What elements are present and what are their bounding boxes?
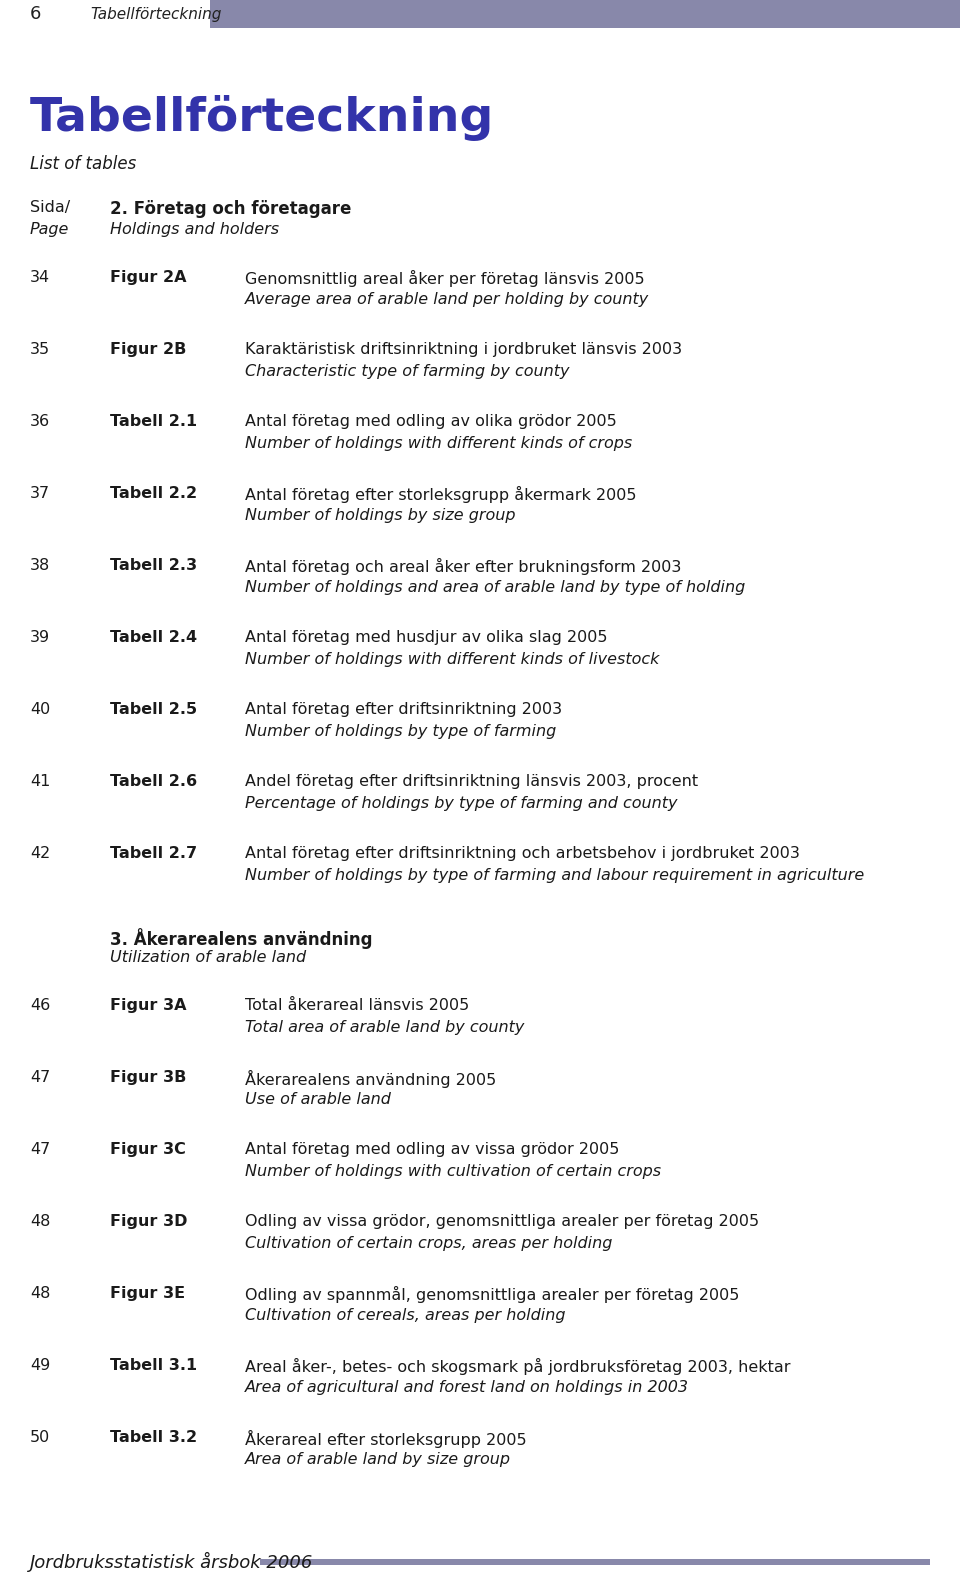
Text: 42: 42 [30,846,50,862]
Text: Antal företag med odling av vissa grödor 2005: Antal företag med odling av vissa grödor… [245,1142,619,1158]
Text: 40: 40 [30,703,50,717]
Text: Figur 3D: Figur 3D [110,1215,187,1229]
Text: 50: 50 [30,1429,50,1445]
Text: 38: 38 [30,558,50,572]
Text: 2. Företag och företagare: 2. Företag och företagare [110,200,351,218]
Text: Figur 3E: Figur 3E [110,1286,185,1301]
Text: Figur 2B: Figur 2B [110,342,186,358]
Text: Tabellförteckning: Tabellförteckning [90,6,222,22]
Text: Tabell 2.7: Tabell 2.7 [110,846,197,862]
Text: 34: 34 [30,270,50,285]
Text: Sida/: Sida/ [30,200,70,215]
Text: 41: 41 [30,774,50,789]
Text: Jordbruksstatistisk årsbok 2006: Jordbruksstatistisk årsbok 2006 [30,1552,313,1573]
Text: 37: 37 [30,487,50,501]
Text: Antal företag efter storleksgrupp åkermark 2005: Antal företag efter storleksgrupp åkerma… [245,487,636,502]
Text: Antal företag efter driftsinriktning och arbetsbehov i jordbruket 2003: Antal företag efter driftsinriktning och… [245,846,800,862]
Text: Tabell 2.5: Tabell 2.5 [110,703,197,717]
Text: Tabell 2.1: Tabell 2.1 [110,413,197,429]
Text: Areal åker-, betes- och skogsmark på jordbruksföretag 2003, hektar: Areal åker-, betes- och skogsmark på jor… [245,1358,790,1375]
Text: 48: 48 [30,1286,50,1301]
Text: Utilization of arable land: Utilization of arable land [110,949,306,965]
Text: Number of holdings with cultivation of certain crops: Number of holdings with cultivation of c… [245,1164,661,1180]
Text: 6: 6 [30,5,41,22]
Text: Tabell 2.4: Tabell 2.4 [110,630,197,646]
Text: Figur 3B: Figur 3B [110,1070,186,1084]
Text: Number of holdings by type of farming and labour requirement in agriculture: Number of holdings by type of farming an… [245,868,864,882]
Text: 39: 39 [30,630,50,646]
Text: Karaktäristisk driftsinriktning i jordbruket länsvis 2003: Karaktäristisk driftsinriktning i jordbr… [245,342,683,358]
Text: Percentage of holdings by type of farming and county: Percentage of holdings by type of farmin… [245,797,678,811]
Bar [210,0,960,29]
Text: Page: Page [30,223,69,237]
Text: Total åkerareal länsvis 2005: Total åkerareal länsvis 2005 [245,999,469,1013]
Text: Figur 2A: Figur 2A [110,270,186,285]
Bar [260,1560,930,1565]
Text: Tabellförteckning: Tabellförteckning [30,95,494,142]
Text: Tabell 2.2: Tabell 2.2 [110,487,197,501]
Text: 3. Åkerarealens användning: 3. Åkerarealens användning [110,929,372,949]
Text: Antal företag efter driftsinriktning 2003: Antal företag efter driftsinriktning 200… [245,703,563,717]
Text: Number of holdings with different kinds of crops: Number of holdings with different kinds … [245,436,633,452]
Text: Tabell 3.1: Tabell 3.1 [110,1358,197,1374]
Text: Antal företag och areal åker efter brukningsform 2003: Antal företag och areal åker efter brukn… [245,558,682,576]
Text: Total area of arable land by county: Total area of arable land by county [245,1021,524,1035]
Text: Cultivation of certain crops, areas per holding: Cultivation of certain crops, areas per … [245,1235,612,1251]
Text: Figur 3A: Figur 3A [110,999,186,1013]
Text: 47: 47 [30,1142,50,1158]
Text: Odling av vissa grödor, genomsnittliga arealer per företag 2005: Odling av vissa grödor, genomsnittliga a… [245,1215,759,1229]
Text: Average area of arable land per holding by county: Average area of arable land per holding … [245,293,649,307]
Text: Odling av spannmål, genomsnittliga arealer per företag 2005: Odling av spannmål, genomsnittliga areal… [245,1286,739,1304]
Text: 47: 47 [30,1070,50,1084]
Text: Area of agricultural and forest land on holdings in 2003: Area of agricultural and forest land on … [245,1380,689,1394]
Text: Genomsnittlig areal åker per företag länsvis 2005: Genomsnittlig areal åker per företag län… [245,270,644,288]
Text: 35: 35 [30,342,50,358]
Text: Characteristic type of farming by county: Characteristic type of farming by county [245,364,569,378]
Text: Tabell 2.3: Tabell 2.3 [110,558,197,572]
Text: Tabell 2.6: Tabell 2.6 [110,774,197,789]
Text: Number of holdings by size group: Number of holdings by size group [245,507,516,523]
Text: 46: 46 [30,999,50,1013]
Text: Figur 3C: Figur 3C [110,1142,186,1158]
Text: Number of holdings with different kinds of livestock: Number of holdings with different kinds … [245,652,660,666]
Text: Antal företag med odling av olika grödor 2005: Antal företag med odling av olika grödor… [245,413,616,429]
Text: Number of holdings and area of arable land by type of holding: Number of holdings and area of arable la… [245,580,745,595]
Text: Tabell 3.2: Tabell 3.2 [110,1429,197,1445]
Text: List of tables: List of tables [30,154,136,173]
Text: Cultivation of cereals, areas per holding: Cultivation of cereals, areas per holdin… [245,1309,565,1323]
Text: Use of arable land: Use of arable land [245,1092,391,1107]
Text: Holdings and holders: Holdings and holders [110,223,279,237]
Text: 48: 48 [30,1215,50,1229]
Text: Andel företag efter driftsinriktning länsvis 2003, procent: Andel företag efter driftsinriktning län… [245,774,698,789]
Text: Antal företag med husdjur av olika slag 2005: Antal företag med husdjur av olika slag … [245,630,608,646]
Text: 36: 36 [30,413,50,429]
Text: Åkerareal efter storleksgrupp 2005: Åkerareal efter storleksgrupp 2005 [245,1429,527,1448]
Text: Number of holdings by type of farming: Number of holdings by type of farming [245,723,556,739]
Text: Area of arable land by size group: Area of arable land by size group [245,1452,511,1468]
Text: Åkerarealens användning 2005: Åkerarealens användning 2005 [245,1070,496,1088]
Text: 49: 49 [30,1358,50,1374]
